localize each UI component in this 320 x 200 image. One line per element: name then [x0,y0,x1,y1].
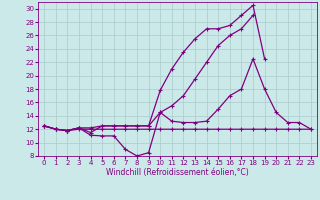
X-axis label: Windchill (Refroidissement éolien,°C): Windchill (Refroidissement éolien,°C) [106,168,249,177]
